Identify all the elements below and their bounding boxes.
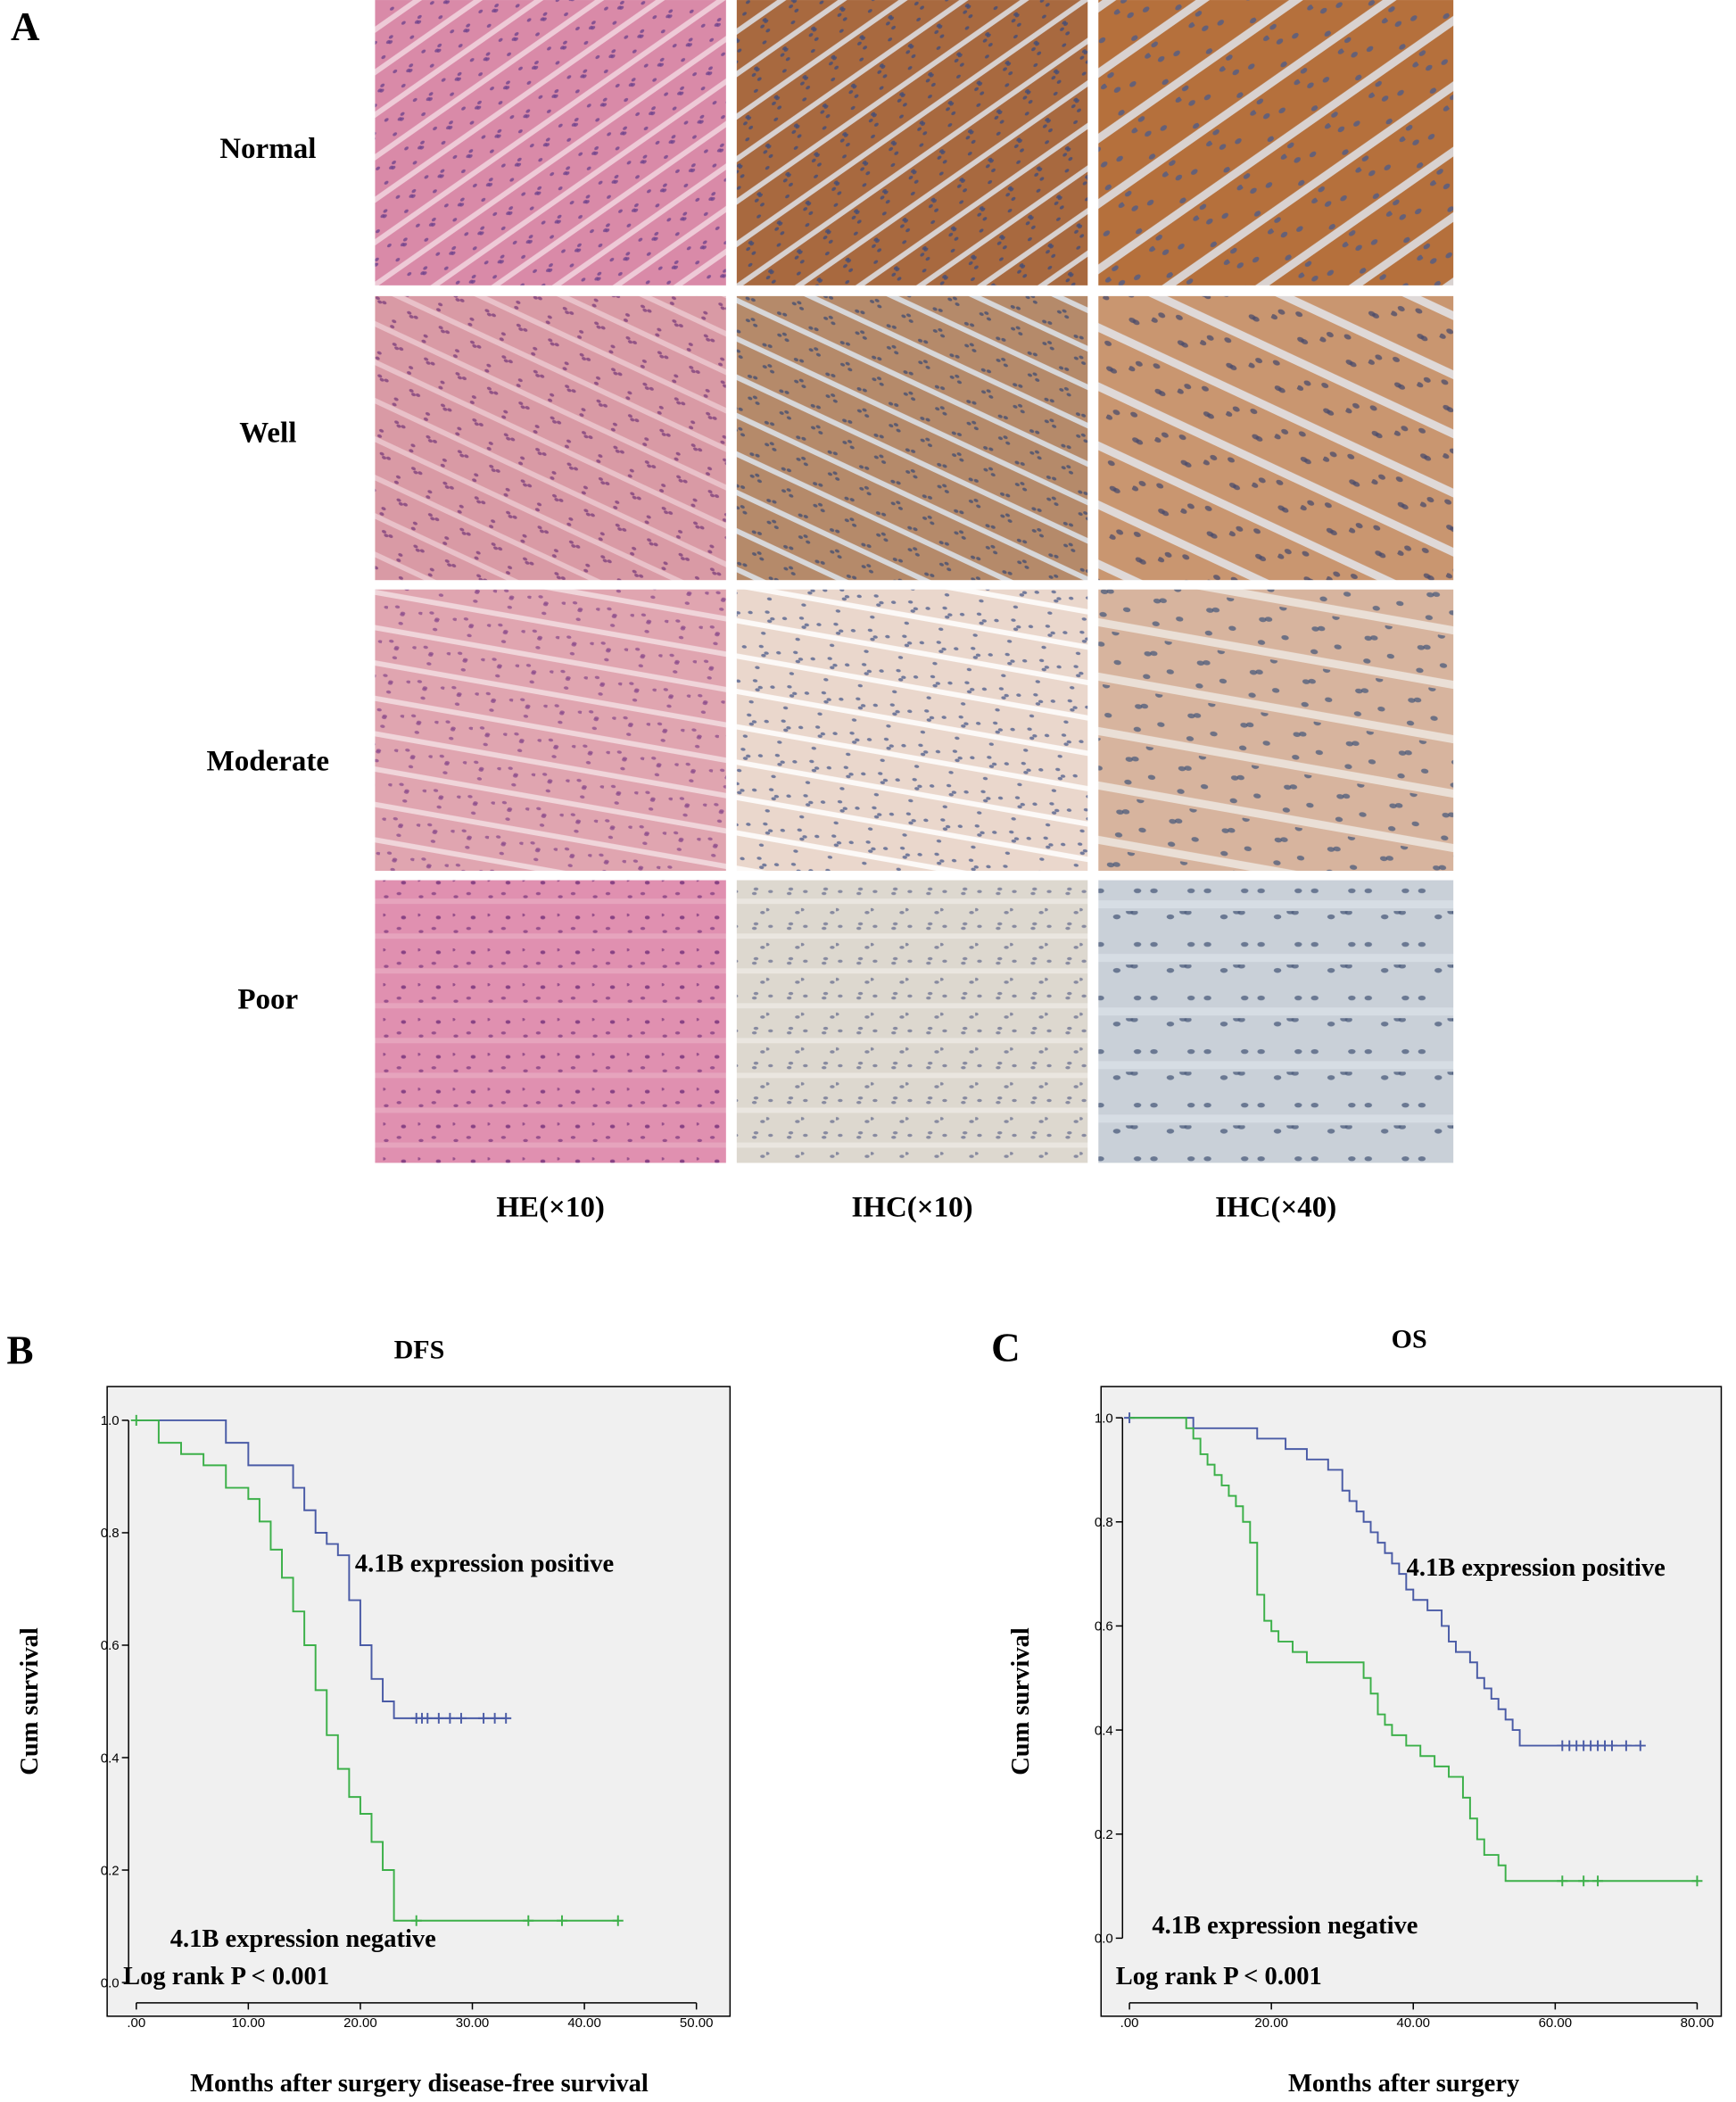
micrograph: [736, 589, 1088, 872]
censor-mark: [1691, 1875, 1703, 1887]
censor-mark: [478, 1712, 490, 1724]
y-tick-label: 0.8: [1095, 1515, 1113, 1530]
censor-mark: [1620, 1740, 1632, 1751]
row-label: Normal: [219, 133, 316, 165]
y-tick-label: 0.6: [101, 1638, 120, 1653]
plot-area: [106, 1386, 732, 2017]
censor-mark: [489, 1712, 500, 1724]
annotation: 4.1B expression positive: [355, 1550, 614, 1577]
x-tick-label: .00: [1120, 2015, 1139, 2031]
annotation: 4.1B expression negative: [170, 1925, 436, 1953]
x-tick-label: 20.00: [1254, 2015, 1288, 2031]
column-label: HE(×10): [496, 1191, 605, 1223]
y-tick-label: 0.4: [101, 1750, 120, 1766]
censor-mark: [612, 1915, 624, 1926]
micrograph: [736, 880, 1088, 1163]
row-label: Well: [239, 418, 296, 450]
censor-mark: [422, 1712, 434, 1724]
survival-curve: [1129, 1417, 1641, 1747]
x-tick-label: 40.00: [567, 2015, 601, 2031]
chart-title: DFS: [394, 1336, 445, 1365]
annotation: Log rank P < 0.001: [1116, 1963, 1322, 1990]
censor-mark: [130, 1414, 142, 1426]
x-axis-title: Months after surgery: [1288, 2070, 1519, 2098]
micrograph: [1098, 880, 1454, 1163]
y-tick-label: 0.0: [1095, 1932, 1113, 1947]
y-tick-label: 0.4: [1095, 1723, 1113, 1738]
micrograph: [1098, 589, 1454, 872]
censor-mark: [455, 1712, 467, 1724]
panel-label: A: [11, 4, 40, 49]
censor-mark: [1557, 1875, 1568, 1887]
y-tick-label: 1.0: [1095, 1411, 1113, 1426]
y-tick-label: 0.6: [1095, 1619, 1113, 1634]
survival-curve: [1129, 1417, 1698, 1883]
survival-curve: [136, 1419, 507, 1719]
micrograph: [375, 0, 726, 286]
y-tick-label: 0.2: [1095, 1827, 1113, 1842]
y-tick-label: 1.0: [101, 1413, 120, 1428]
x-tick-label: 20.00: [343, 2015, 377, 2031]
micrograph: [736, 295, 1088, 581]
y-tick-label: 0.8: [101, 1526, 120, 1541]
micrograph: [375, 295, 726, 581]
censor-mark: [433, 1712, 444, 1724]
annotation: Log rank P < 0.001: [123, 1963, 329, 1990]
row-label: Moderate: [207, 745, 330, 777]
censor-mark: [410, 1915, 422, 1926]
row-label: Poor: [237, 984, 298, 1016]
micrograph: [1098, 0, 1454, 286]
censor-mark: [1606, 1740, 1617, 1751]
y-tick-label: 0.2: [101, 1863, 120, 1878]
micrograph: [375, 880, 726, 1163]
censor-mark: [556, 1915, 567, 1926]
x-tick-label: 80.00: [1681, 2015, 1715, 2031]
x-tick-label: 50.00: [680, 2015, 714, 2031]
y-axis-title: Cum survival: [1007, 1627, 1035, 1775]
chart-title: OS: [1392, 1325, 1427, 1354]
x-tick-label: 30.00: [456, 2015, 490, 2031]
censor-mark: [444, 1712, 456, 1724]
survival-curve: [136, 1419, 618, 1922]
x-axis-title: Months after surgery disease-free surviv…: [190, 2070, 649, 2098]
censor-mark: [1634, 1740, 1646, 1751]
x-tick-label: 10.00: [232, 2015, 266, 2031]
plot-area: [1100, 1386, 1723, 2017]
panel-label: C: [991, 1326, 1021, 1370]
micrograph: [736, 0, 1088, 286]
censor-mark: [523, 1915, 534, 1926]
annotation: 4.1B expression negative: [1152, 1912, 1418, 1940]
y-tick-label: 0.0: [101, 1975, 120, 1990]
panel-label: B: [7, 1328, 34, 1373]
micrograph: [375, 589, 726, 872]
censor-mark: [500, 1712, 512, 1724]
x-tick-label: .00: [127, 2015, 145, 2031]
x-tick-label: 60.00: [1539, 2015, 1573, 2031]
column-label: IHC(×10): [851, 1191, 972, 1223]
censor-mark: [1578, 1875, 1590, 1887]
column-label: IHC(×40): [1215, 1191, 1336, 1223]
y-axis-title: Cum survival: [16, 1627, 44, 1775]
annotation: 4.1B expression positive: [1407, 1554, 1666, 1582]
micrograph: [1098, 295, 1454, 581]
x-tick-label: 40.00: [1396, 2015, 1430, 2031]
censor-mark: [1592, 1875, 1604, 1887]
